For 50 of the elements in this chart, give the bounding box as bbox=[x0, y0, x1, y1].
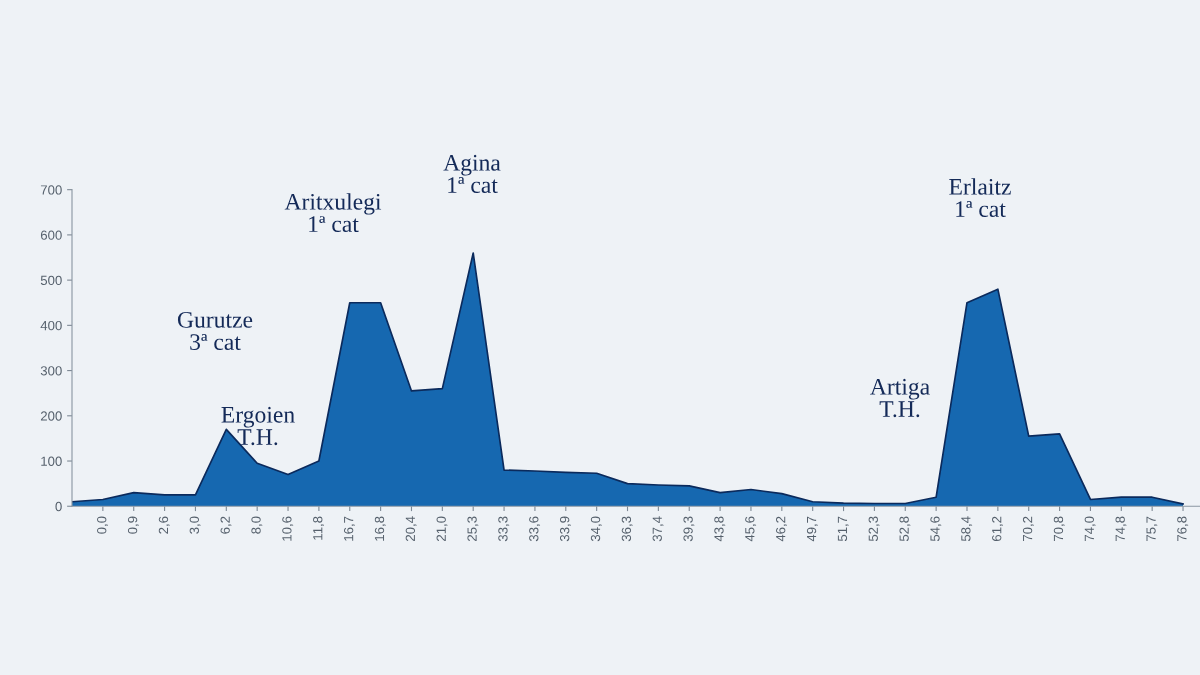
x-tick-label: 34,0 bbox=[590, 516, 602, 542]
x-tick-label: 20,4 bbox=[405, 516, 417, 541]
y-tick-label: 400 bbox=[40, 320, 62, 331]
x-tick-label: 51,7 bbox=[837, 516, 849, 542]
x-tick-label: 52,3 bbox=[868, 516, 880, 542]
x-tick-label: 2,6 bbox=[158, 516, 170, 534]
x-tick-label: 45,6 bbox=[745, 516, 757, 542]
x-tick-label: 61,2 bbox=[992, 516, 1003, 541]
x-tick-label: 33,9 bbox=[559, 516, 571, 542]
x-tick-label: 33,6 bbox=[529, 516, 541, 542]
x-tick-label: 6,2 bbox=[220, 516, 232, 534]
x-tick-label: 46,2 bbox=[776, 516, 787, 542]
x-tick-label: 16,7 bbox=[343, 516, 355, 541]
x-tick-label: 8,0 bbox=[251, 516, 263, 534]
x-tick-label: 70,2 bbox=[1022, 516, 1034, 541]
x-tick-label: 36,3 bbox=[621, 516, 633, 542]
x-tick-label: 39,3 bbox=[683, 516, 695, 542]
x-tick-label: 74,8 bbox=[1115, 516, 1127, 541]
x-tick-label: 3,0 bbox=[189, 516, 201, 534]
x-tick-label: 21,0 bbox=[436, 516, 448, 541]
y-tick-label: 0 bbox=[55, 501, 62, 512]
y-tick-label: 200 bbox=[40, 411, 62, 421]
y-tick-label: 100 bbox=[41, 456, 62, 466]
annotation: Ergoien T.H. bbox=[221, 406, 295, 446]
y-tick-label: 600 bbox=[40, 230, 62, 240]
annotation: Erlaitz 1ª cat bbox=[949, 178, 1011, 218]
x-tick-label: 16,8 bbox=[374, 516, 386, 541]
x-tick-label: 11,8 bbox=[313, 516, 324, 540]
annotation: Gurutze 3ª cat bbox=[177, 311, 253, 351]
x-tick-label: 52,8 bbox=[899, 516, 911, 542]
x-tick-label: 25,3 bbox=[467, 516, 479, 541]
x-tick-label: 33,3 bbox=[498, 516, 510, 542]
x-tick-label: 0,0 bbox=[97, 516, 108, 534]
x-tick-label: 75,7 bbox=[1146, 516, 1158, 541]
annotation: Aritxulegi 1ª cat bbox=[284, 193, 382, 233]
x-tick-label: 43,8 bbox=[714, 516, 726, 542]
y-tick-label: 300 bbox=[40, 366, 62, 376]
x-tick-label: 58,4 bbox=[961, 516, 973, 542]
x-tick-label: 76,8 bbox=[1177, 516, 1189, 541]
y-tick-label: 500 bbox=[40, 275, 62, 286]
y-tick-label: 700 bbox=[40, 185, 62, 195]
x-tick-label: 54,6 bbox=[930, 516, 942, 542]
x-tick-label: 70,8 bbox=[1053, 516, 1065, 541]
x-tick-label: 49,7 bbox=[806, 516, 818, 542]
x-tick-label: 0,9 bbox=[127, 516, 139, 534]
x-tick-label: 74,0 bbox=[1084, 516, 1096, 541]
annotation: Artiga T.H. bbox=[870, 378, 930, 418]
annotation: Agina 1ª cat bbox=[443, 154, 501, 194]
x-tick-label: 37,4 bbox=[652, 516, 664, 542]
x-tick-label: 10,6 bbox=[282, 516, 294, 541]
